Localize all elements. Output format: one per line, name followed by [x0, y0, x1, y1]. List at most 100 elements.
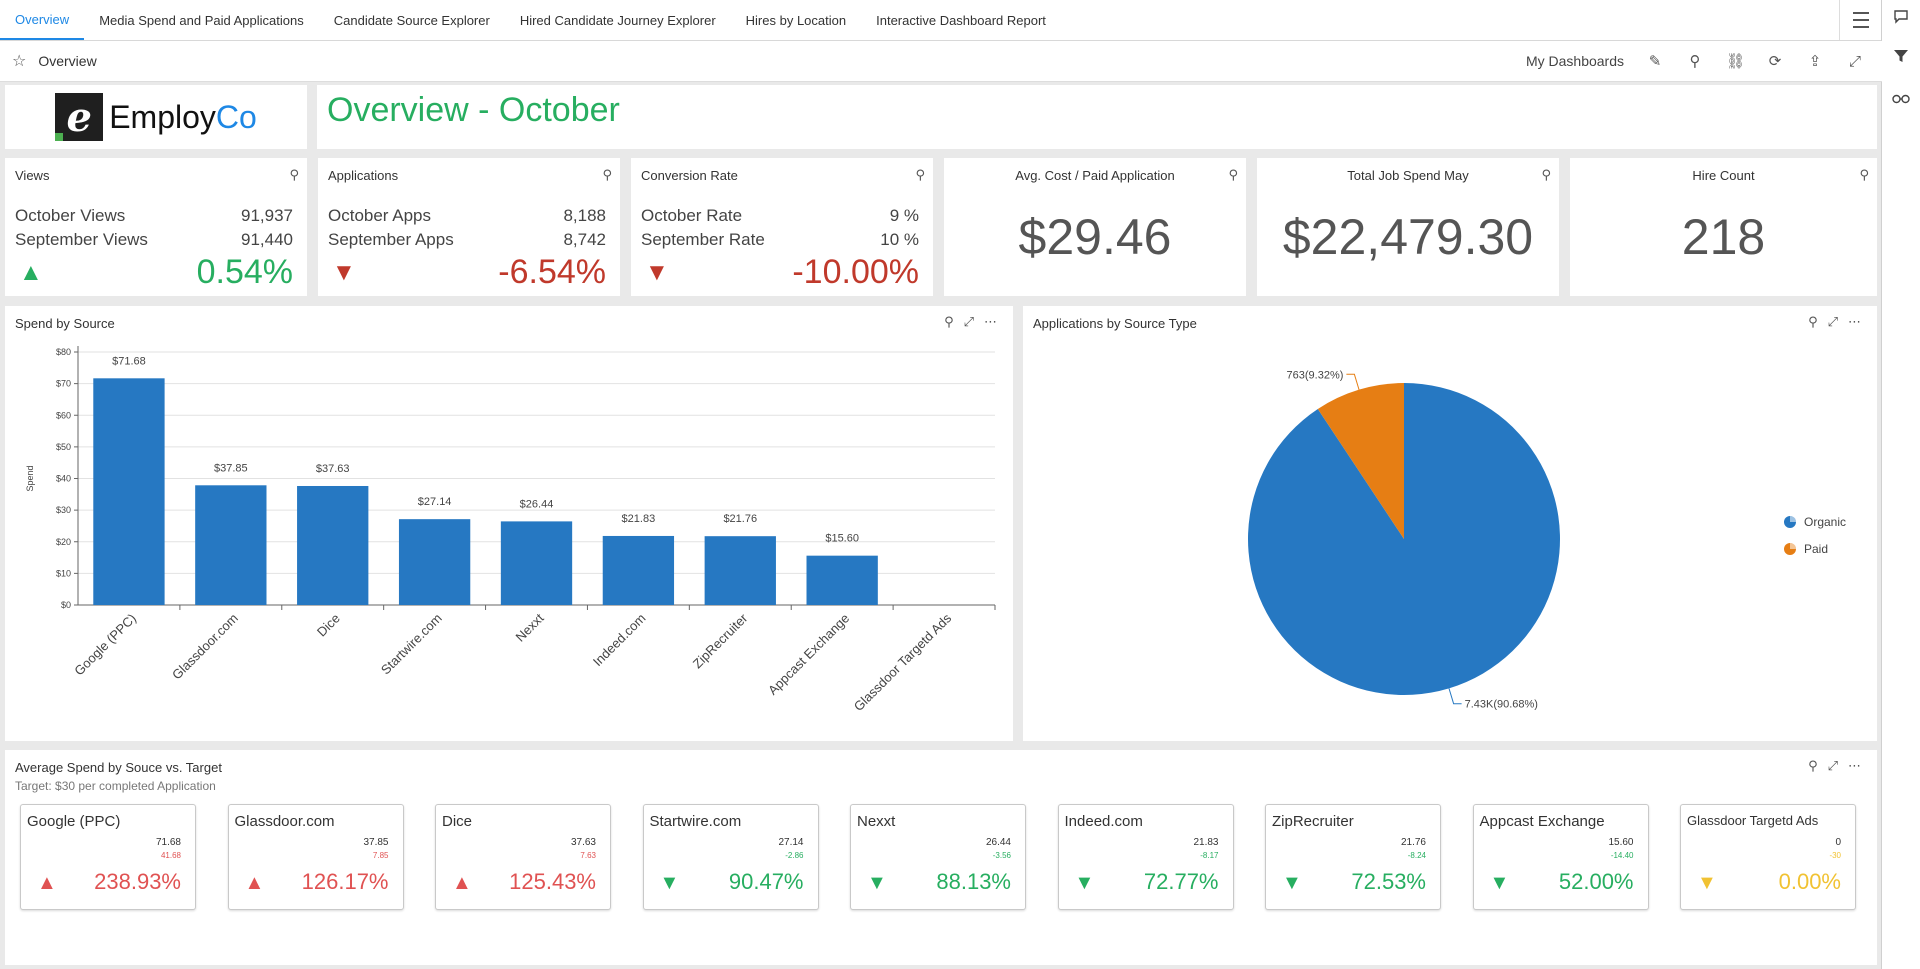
title-panel: Overview - October [317, 85, 1877, 149]
pin-icon[interactable]: ⚲ [1859, 167, 1869, 182]
card-source-name: Indeed.com [1064, 813, 1143, 830]
y-tick-label: $30 [56, 505, 71, 515]
pie-chart: 7.43K(90.68%) 763(9.32%) Organic Paid [1248, 369, 1846, 711]
down-arrow-icon: ▼ [1697, 872, 1717, 894]
up-arrow-icon: ▲ [19, 259, 43, 286]
card-percent: 88.13% [936, 869, 1011, 894]
target-card[interactable]: Startwire.com 27.14 -2.86 ▼ 90.47% [642, 804, 819, 910]
target-card[interactable]: Dice 37.63 7.63 ▲ 125.43% [435, 804, 611, 910]
tab-hired-candidate-journey[interactable]: Hired Candidate Journey Explorer [519, 12, 716, 28]
x-tick-label: Nexxt [513, 610, 547, 644]
card-percent: 90.47% [728, 869, 804, 894]
pin-icon[interactable]: ⚲ [1541, 167, 1551, 182]
up-arrow-icon: ▲ [244, 872, 265, 894]
target-card[interactable]: ZipRecruiter 21.76 -8.24 ▼ 72.53% [1265, 804, 1441, 910]
card-diff: 7.63 [580, 851, 596, 860]
kpi-change: -6.54% [498, 253, 606, 291]
more-options-icon[interactable]: ⋯ [1848, 314, 1861, 329]
kpi-title: Applications [328, 168, 399, 183]
pin-icon[interactable]: ⚲ [1808, 314, 1818, 329]
chart-title: Applications by Source Type [1033, 316, 1197, 331]
kpi-avg-cost: Avg. Cost / Paid Application ⚲ $29.46 [944, 158, 1246, 296]
more-options-icon[interactable]: ⋯ [1848, 758, 1861, 773]
share-icon[interactable]: ⇪ [1808, 53, 1822, 70]
card-diff: -2.86 [785, 851, 804, 860]
pin-icon[interactable]: ⚲ [1228, 167, 1238, 182]
tab-hires-by-location[interactable]: Hires by Location [745, 12, 847, 28]
pin-icon[interactable]: ⚲ [1808, 758, 1818, 773]
hamburger-menu-button[interactable] [1839, 0, 1882, 40]
card-diff: -8.17 [1200, 851, 1219, 860]
down-arrow-icon: ▼ [645, 259, 669, 286]
kpi-row: October Rate 9 % [641, 206, 919, 225]
tab-media-spend[interactable]: Media Spend and Paid Applications [99, 12, 304, 28]
kpi-value: $22,479.30 [1282, 209, 1534, 265]
favorite-star-icon[interactable]: ☆ [12, 53, 27, 70]
kpi-row: September Apps 8,742 [328, 230, 606, 249]
target-card[interactable]: Glassdoor.com 37.85 7.85 ▲ 126.17% [227, 804, 404, 910]
target-card[interactable]: Glassdoor Targetd Ads 0 -30 ▼ 0.00% [1680, 804, 1856, 910]
down-arrow-icon: ▼ [332, 259, 356, 286]
tab-bar: Overview Media Spend and Paid Applicatio… [0, 0, 1882, 41]
link-icon[interactable]: ⛓ [1726, 53, 1746, 70]
down-arrow-icon: ▼ [867, 872, 887, 894]
kpi-row: October Views 91,937 [15, 206, 293, 225]
tab-candidate-source-explorer[interactable]: Candidate Source Explorer [333, 12, 490, 28]
pie-data-label: 763(9.32%) [1287, 369, 1344, 381]
card-value: 21.83 [1193, 837, 1219, 848]
card-value: 0 [1835, 837, 1841, 848]
more-options-icon[interactable]: ⋯ [984, 314, 997, 329]
card-percent: 72.53% [1351, 869, 1426, 894]
bar-data-label: $21.76 [723, 513, 757, 525]
chart-title: Spend by Source [15, 316, 115, 331]
filter-icon[interactable] [1891, 48, 1911, 68]
employco-logo: e [55, 93, 104, 141]
bar [806, 555, 878, 605]
card-source-name: ZipRecruiter [1272, 813, 1354, 830]
tab-overview[interactable]: Overview [0, 0, 85, 40]
pin-icon[interactable]: ⚲ [289, 167, 299, 182]
spend-by-source-panel: Spend by Source ⚲ ⤢ ⋯ $0 $10 $20 $30 $40 $50 $… [5, 306, 1013, 741]
comment-icon[interactable] [1891, 8, 1911, 28]
down-arrow-icon: ▼ [1489, 872, 1510, 894]
pin-icon[interactable]: ⚲ [915, 167, 925, 182]
kpi-title: Conversion Rate [641, 168, 738, 183]
target-card[interactable]: Google (PPC) 71.68 41.68 ▲ 238.93% [20, 804, 196, 910]
bar-data-label: $27.14 [418, 496, 452, 508]
y-tick-label: $0 [61, 600, 71, 610]
x-tick-label: Dice [314, 611, 343, 640]
x-tick-label: Google (PPC) [71, 611, 139, 679]
my-dashboards-link[interactable]: My Dashboards [1525, 53, 1624, 69]
refresh-icon[interactable]: ⟳ [1768, 53, 1782, 70]
target-card[interactable]: Indeed.com 21.83 -8.17 ▼ 72.77% [1057, 804, 1234, 910]
card-value: 71.68 [155, 837, 181, 848]
expand-icon[interactable]: ⤢ [1827, 314, 1838, 329]
down-arrow-icon: ▼ [1074, 872, 1095, 894]
kpi-conversion-rate: Conversion Rate ⚲ October Rate 9 % Septem… [631, 158, 933, 296]
kpi-value: $29.46 [1018, 209, 1172, 265]
bar-chart: $0 $10 $20 $30 $40 $50 $60 $70 $80 Spend $71.68 Goo… [25, 346, 996, 714]
edit-pencil-icon[interactable]: ✎ [1648, 53, 1662, 70]
kpi-change: 0.54% [196, 253, 293, 291]
kpi-title: Total Job Spend May [1347, 168, 1469, 183]
y-tick-label: $50 [56, 442, 71, 452]
tab-interactive-dashboard-report[interactable]: Interactive Dashboard Report [876, 12, 1046, 28]
fullscreen-icon[interactable]: ⤢ [1848, 52, 1861, 70]
bar-data-label: $21.83 [622, 513, 656, 525]
expand-icon[interactable]: ⤢ [963, 314, 974, 329]
x-tick-label: Glassdoor.com [169, 611, 241, 683]
card-value: 37.85 [363, 837, 389, 848]
pin-icon[interactable]: ⚲ [1689, 53, 1701, 70]
target-card[interactable]: Appcast Exchange 15.60 -14.40 ▼ 52.00% [1472, 804, 1649, 910]
bar [93, 378, 165, 605]
x-tick-label: Startwire.com [378, 611, 445, 678]
bar-data-label: $71.68 [112, 355, 146, 367]
pin-icon[interactable]: ⚲ [602, 167, 612, 182]
expand-icon[interactable]: ⤢ [1827, 758, 1838, 773]
pin-icon[interactable]: ⚲ [944, 314, 954, 329]
up-arrow-icon: ▲ [452, 872, 472, 894]
glasses-icon[interactable] [1891, 90, 1911, 110]
target-card[interactable]: Nexxt 26.44 -3.56 ▼ 88.13% [850, 804, 1026, 910]
section-title: Average Spend by Souce vs. Target [15, 760, 222, 775]
legend-swatch-icon [1790, 543, 1796, 549]
